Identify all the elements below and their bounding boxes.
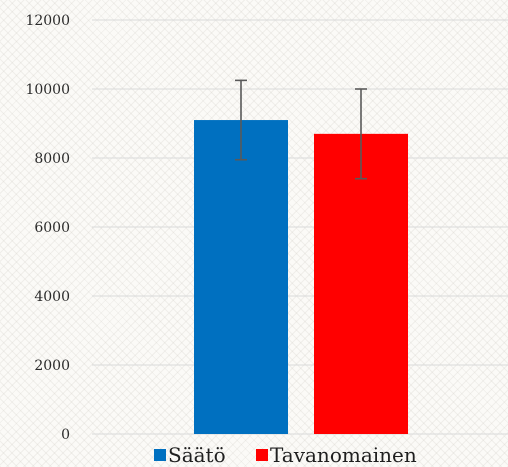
gridlines	[92, 19, 508, 435]
y-axis-tick-labels: 0 2000 4000 6000 8000 10000 12000	[25, 13, 70, 443]
error-bar	[355, 88, 367, 180]
legend: Säätö Tavanomainen	[154, 443, 417, 467]
y-tick-label: 0	[61, 427, 70, 443]
bars	[194, 120, 408, 435]
legend-label: Säätö	[168, 443, 226, 467]
error-bar	[235, 79, 247, 161]
y-tick-label: 4000	[34, 289, 70, 305]
y-tick-label: 2000	[34, 358, 70, 374]
bar-tavanomainen	[314, 133, 408, 434]
y-tick-label: 6000	[34, 220, 70, 236]
legend-label: Tavanomainen	[270, 443, 417, 467]
y-tick-label: 8000	[34, 151, 70, 167]
error-bars	[235, 79, 367, 180]
y-tick-label: 12000	[25, 13, 70, 29]
bar-saato	[194, 120, 288, 435]
legend-swatch	[154, 449, 166, 461]
legend-swatch	[256, 449, 268, 461]
y-tick-label: 10000	[25, 82, 70, 98]
